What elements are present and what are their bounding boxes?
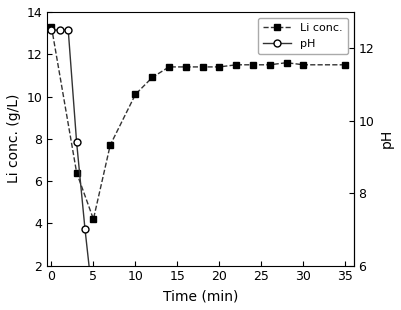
- Li conc.: [284, 61, 289, 64]
- Li conc.: [49, 25, 54, 29]
- Li conc.: [108, 143, 113, 147]
- pH: [49, 28, 54, 32]
- Y-axis label: Li conc. (g/L): Li conc. (g/L): [7, 94, 21, 184]
- Li conc.: [251, 63, 255, 67]
- pH: [57, 28, 62, 32]
- Li conc.: [133, 93, 138, 96]
- Legend: Li conc., pH: Li conc., pH: [258, 17, 348, 54]
- Li conc.: [166, 65, 171, 69]
- Li conc.: [301, 63, 306, 67]
- Y-axis label: pH: pH: [380, 129, 394, 148]
- Li conc.: [217, 65, 222, 69]
- Li conc.: [200, 65, 205, 69]
- pH: [66, 28, 71, 32]
- Li conc.: [343, 63, 348, 67]
- Li conc.: [234, 63, 239, 67]
- Li conc.: [183, 65, 188, 69]
- Li conc.: [91, 217, 96, 221]
- pH: [83, 228, 87, 231]
- Line: pH: pH: [48, 27, 349, 310]
- Line: Li conc.: Li conc.: [48, 23, 349, 223]
- pH: [74, 140, 79, 144]
- pH: [91, 304, 96, 308]
- X-axis label: Time (min): Time (min): [163, 289, 238, 303]
- Li conc.: [74, 171, 79, 175]
- Li conc.: [150, 76, 155, 79]
- Li conc.: [267, 63, 272, 67]
